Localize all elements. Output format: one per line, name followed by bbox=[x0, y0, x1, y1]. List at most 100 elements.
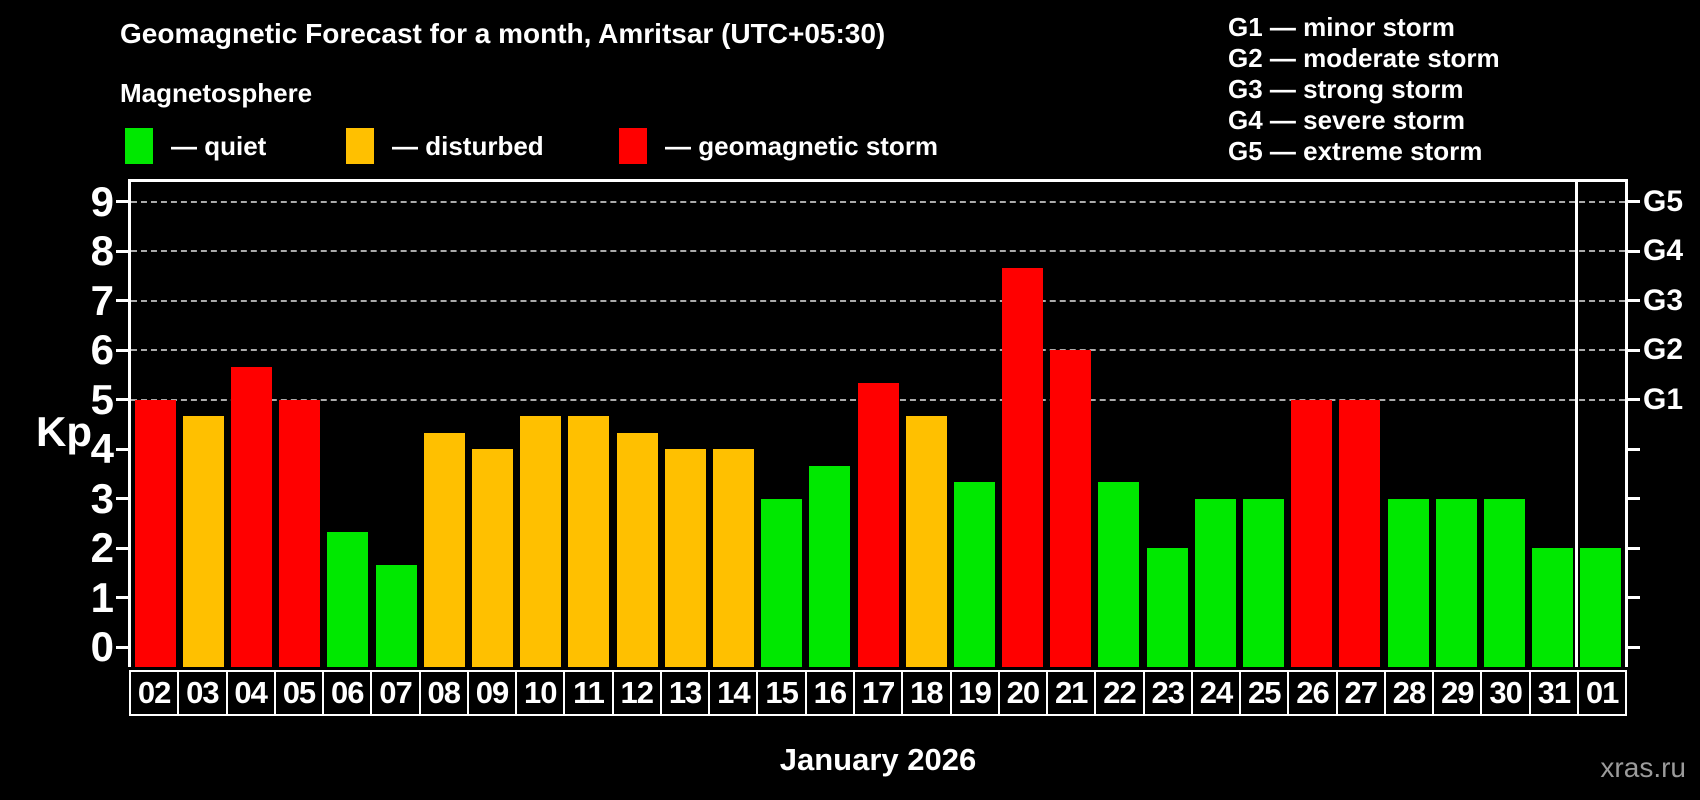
watermark: xras.ru bbox=[1600, 752, 1686, 783]
g-legend-line: G3 — strong storm bbox=[1228, 74, 1464, 104]
g-scale-label-g1: G1 bbox=[1643, 382, 1684, 416]
date-label-26: 26 bbox=[1287, 670, 1338, 716]
date-label-07: 07 bbox=[370, 670, 421, 716]
date-label-27: 27 bbox=[1335, 670, 1386, 716]
date-label-14: 14 bbox=[708, 670, 759, 716]
g-legend-line: G2 — moderate storm bbox=[1228, 43, 1500, 73]
g-legend-line: G5 — extreme storm bbox=[1228, 136, 1483, 166]
g-scale-label-g4: G4 bbox=[1643, 234, 1684, 268]
chart-title: Geomagnetic Forecast for a month, Amrits… bbox=[120, 18, 886, 49]
kp-bar-day-17 bbox=[857, 383, 899, 667]
kp-bar-day-19 bbox=[953, 482, 995, 667]
date-label-19: 19 bbox=[949, 670, 1000, 716]
date-label-29: 29 bbox=[1432, 670, 1483, 716]
g-scale-label-g2: G2 bbox=[1643, 333, 1684, 367]
date-label-22: 22 bbox=[1094, 670, 1145, 716]
disturbed-color-swatch bbox=[346, 128, 374, 164]
y-axis-title: Kp bbox=[36, 408, 92, 455]
y-tick-label-1: 1 bbox=[90, 573, 114, 621]
chart-subtitle: Magnetosphere bbox=[120, 78, 313, 108]
date-label-01: 01 bbox=[1576, 670, 1628, 716]
kp-bar-day-21 bbox=[1050, 350, 1092, 667]
kp-bar-day-16 bbox=[809, 465, 851, 667]
y-tick-label-3: 3 bbox=[90, 474, 114, 522]
y-tick-label-9: 9 bbox=[90, 177, 114, 225]
legend-label-disturbed: — disturbed bbox=[392, 130, 544, 161]
legend-item-disturbed: — disturbed bbox=[346, 127, 544, 165]
g-scale-legend: G1 — minor storm G2 — moderate storm G3 — … bbox=[1228, 12, 1500, 167]
kp-bar-day-15 bbox=[761, 498, 803, 667]
kp-bar-day-25 bbox=[1243, 498, 1285, 667]
date-label-24: 24 bbox=[1190, 670, 1242, 716]
date-label-row: 02 03 04 05 06 07 08 09 10 11 12 13 14 15 16 17 18 19 20 21… bbox=[129, 670, 1628, 716]
kp-bar-day-22 bbox=[1098, 482, 1140, 667]
date-label-31: 31 bbox=[1528, 670, 1579, 716]
kp-bar-day-07 bbox=[375, 564, 417, 667]
kp-bar-day-18 bbox=[905, 416, 947, 667]
date-label-13: 13 bbox=[659, 670, 711, 716]
kp-bar-day-06 bbox=[327, 531, 369, 667]
plot-area bbox=[128, 179, 1628, 667]
date-label-11: 11 bbox=[563, 670, 614, 716]
date-label-23: 23 bbox=[1142, 670, 1193, 716]
date-label-12: 12 bbox=[611, 670, 662, 716]
kp-bar-day-10 bbox=[520, 416, 562, 667]
kp-bar-day-29 bbox=[1435, 498, 1477, 667]
g-scale-label-g5: G5 bbox=[1643, 184, 1684, 218]
date-label-09: 09 bbox=[466, 670, 518, 716]
quiet-color-swatch bbox=[125, 128, 153, 164]
kp-bar-day-14 bbox=[712, 449, 754, 667]
kp-bar-day-27 bbox=[1339, 399, 1381, 667]
date-label-15: 15 bbox=[756, 670, 807, 716]
month-label: January 2026 bbox=[779, 742, 977, 777]
legend-item-quiet: — quiet bbox=[125, 127, 266, 165]
kp-bar-day-12 bbox=[616, 432, 658, 667]
gridline-kp9 bbox=[131, 200, 1625, 203]
date-label-08: 08 bbox=[418, 670, 469, 716]
kp-bar-day-08 bbox=[423, 432, 465, 667]
y-tick-label-7: 7 bbox=[90, 276, 114, 324]
legend-item-storm: — geomagnetic storm bbox=[619, 127, 938, 165]
date-label-21: 21 bbox=[1046, 670, 1097, 716]
gridline-kp8 bbox=[131, 250, 1625, 253]
y-tick-label-2: 2 bbox=[90, 524, 114, 572]
kp-bar-day-03 bbox=[182, 416, 224, 667]
kp-bar-day-11 bbox=[568, 416, 610, 667]
kp-bar-day-23 bbox=[1146, 548, 1188, 667]
kp-bar-day-02 bbox=[134, 399, 176, 667]
kp-bar-day-01 bbox=[1580, 548, 1622, 667]
date-label-03: 03 bbox=[177, 670, 228, 716]
date-label-17: 17 bbox=[852, 670, 904, 716]
g-legend-line: G1 — minor storm bbox=[1228, 12, 1455, 42]
gridline-kp6 bbox=[131, 349, 1625, 352]
g-legend-line: G4 — severe storm bbox=[1228, 105, 1466, 135]
date-label-28: 28 bbox=[1383, 670, 1435, 716]
date-label-30: 30 bbox=[1480, 670, 1531, 716]
legend-label-storm: — geomagnetic storm bbox=[665, 130, 939, 161]
legend-label-quiet: — quiet bbox=[171, 130, 267, 161]
kp-bar-day-28 bbox=[1387, 498, 1429, 667]
month-divider-line bbox=[1575, 182, 1579, 667]
y-tick-label-0: 0 bbox=[90, 623, 114, 671]
kp-bar-day-04 bbox=[230, 366, 272, 667]
kp-bar-day-24 bbox=[1194, 498, 1236, 667]
kp-bar-day-31 bbox=[1532, 548, 1574, 667]
storm-color-swatch bbox=[619, 128, 647, 164]
date-label-16: 16 bbox=[804, 670, 855, 716]
date-label-04: 04 bbox=[225, 670, 276, 716]
kp-bar-day-30 bbox=[1484, 498, 1526, 667]
date-label-10: 10 bbox=[515, 670, 566, 716]
y-tick-label-6: 6 bbox=[90, 326, 114, 374]
g-scale-label-g3: G3 bbox=[1643, 283, 1684, 317]
kp-bar-day-05 bbox=[279, 399, 321, 667]
date-label-18: 18 bbox=[901, 670, 952, 716]
date-label-02: 02 bbox=[129, 670, 180, 716]
kp-bar-day-13 bbox=[664, 449, 706, 667]
kp-bar-day-20 bbox=[1002, 267, 1044, 667]
date-label-20: 20 bbox=[997, 670, 1049, 716]
kp-bar-day-09 bbox=[471, 449, 513, 667]
y-tick-label-8: 8 bbox=[90, 227, 114, 275]
plot-inner bbox=[131, 182, 1625, 667]
date-label-25: 25 bbox=[1239, 670, 1290, 716]
date-label-05: 05 bbox=[273, 670, 325, 716]
